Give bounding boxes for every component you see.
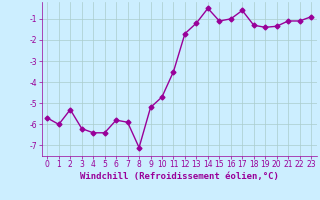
X-axis label: Windchill (Refroidissement éolien,°C): Windchill (Refroidissement éolien,°C) bbox=[80, 172, 279, 181]
